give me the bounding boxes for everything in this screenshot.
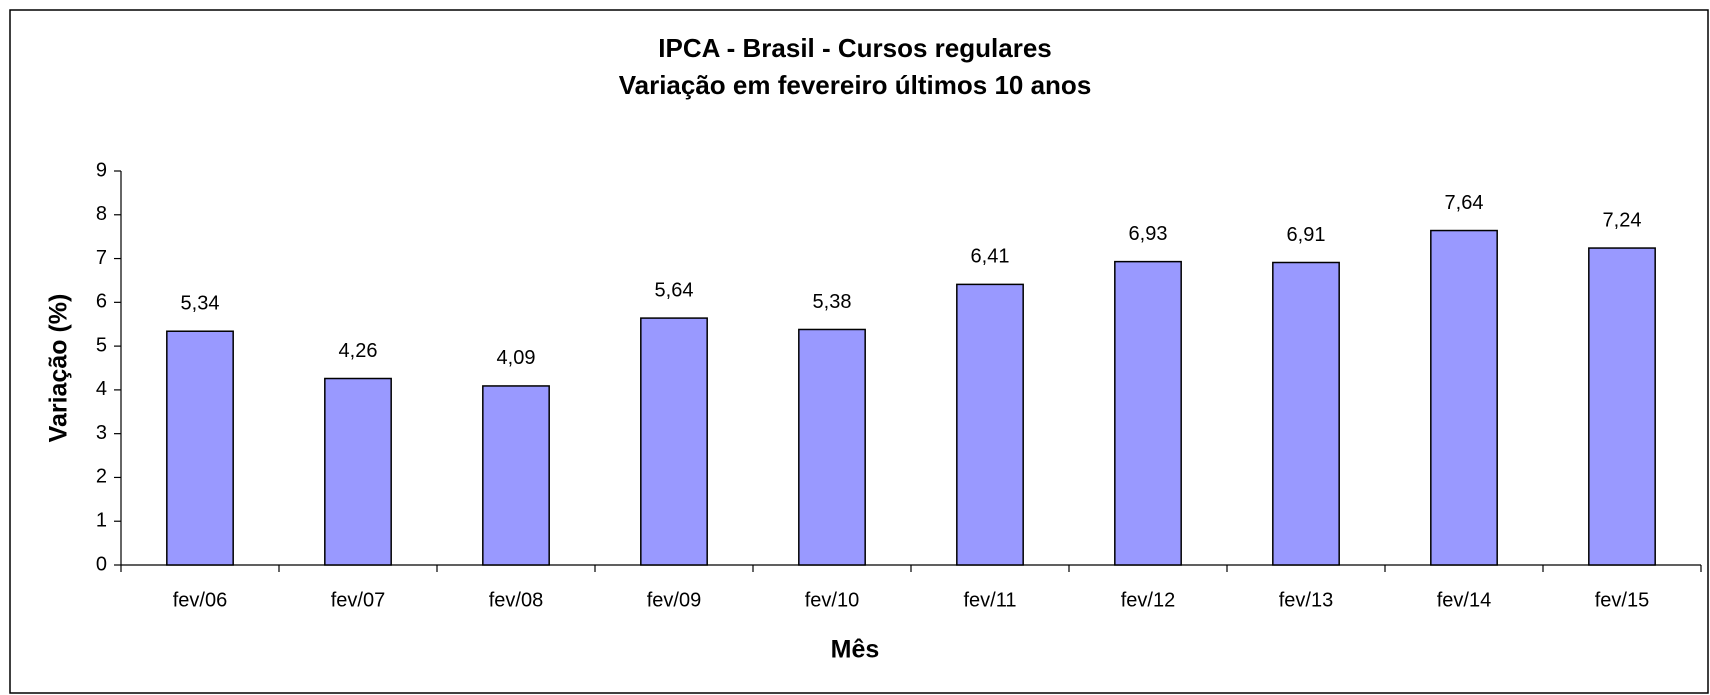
bar bbox=[1430, 229, 1498, 566]
y-tick-label: 1 bbox=[96, 510, 107, 532]
x-tick-label: fev/09 bbox=[647, 589, 701, 611]
y-tick-label: 2 bbox=[96, 466, 107, 488]
bar bbox=[798, 328, 866, 566]
chart-subtitle: Variação em fevereiro últimos 10 anos bbox=[619, 70, 1092, 100]
y-tick-label: 6 bbox=[96, 291, 107, 313]
y-tick-label: 5 bbox=[96, 334, 107, 356]
x-tick-label: fev/15 bbox=[1595, 589, 1649, 611]
chart-title: IPCA - Brasil - Cursos regulares bbox=[658, 33, 1052, 63]
x-axis-title: Mês bbox=[831, 636, 880, 664]
data-label: 5,38 bbox=[813, 291, 852, 313]
data-label: 6,91 bbox=[1287, 224, 1326, 246]
bar bbox=[166, 330, 234, 566]
data-label: 4,26 bbox=[339, 340, 378, 362]
data-label: 6,93 bbox=[1129, 223, 1168, 245]
data-label: 7,24 bbox=[1603, 209, 1642, 231]
bar bbox=[482, 385, 550, 566]
x-tick-label: fev/14 bbox=[1437, 589, 1491, 611]
bar bbox=[1588, 247, 1656, 566]
bar bbox=[324, 377, 392, 566]
data-label: 5,34 bbox=[181, 293, 220, 315]
data-label: 7,64 bbox=[1445, 192, 1484, 214]
x-tick-label: fev/06 bbox=[173, 589, 227, 611]
x-tick-label: fev/11 bbox=[964, 589, 1017, 611]
data-label: 4,09 bbox=[497, 347, 536, 369]
x-tick-label: fev/07 bbox=[331, 589, 385, 611]
data-label: 6,41 bbox=[971, 246, 1010, 268]
bar bbox=[640, 317, 708, 566]
y-tick-label: 8 bbox=[96, 203, 107, 225]
x-tick-label: fev/12 bbox=[1121, 589, 1175, 611]
bar bbox=[1272, 261, 1340, 566]
y-tick-label: 7 bbox=[96, 247, 107, 269]
x-tick-label: fev/10 bbox=[805, 589, 859, 611]
y-tick-label: 0 bbox=[96, 553, 107, 575]
bar bbox=[956, 283, 1024, 566]
y-tick-label: 9 bbox=[96, 159, 107, 181]
x-tick-label: fev/13 bbox=[1279, 589, 1333, 611]
y-axis-title: Variação (%) bbox=[45, 294, 73, 443]
y-tick-label: 3 bbox=[96, 422, 107, 444]
y-tick-label: 4 bbox=[96, 378, 107, 400]
data-label: 5,64 bbox=[655, 279, 694, 301]
bar bbox=[1114, 260, 1182, 566]
x-tick-label: fev/08 bbox=[489, 589, 543, 611]
